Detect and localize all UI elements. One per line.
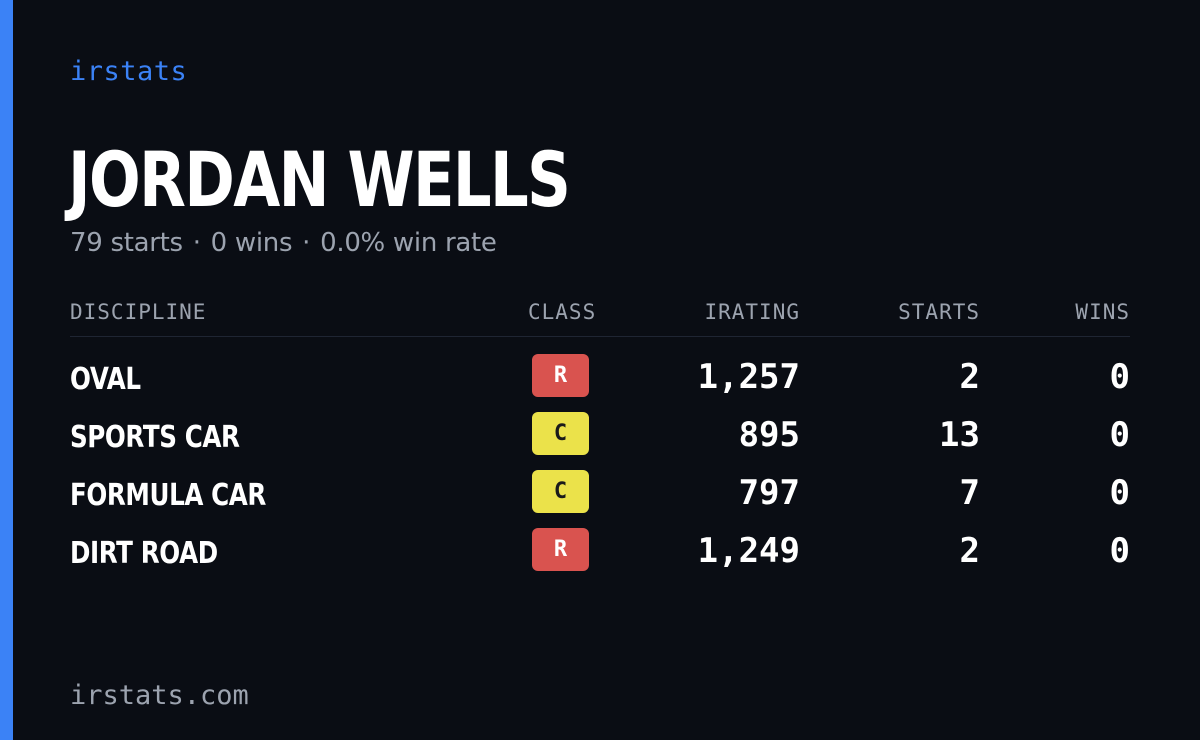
footer-url: irstats.com: [70, 680, 249, 711]
header-discipline: DISCIPLINE: [70, 300, 207, 324]
class-badge: R: [532, 354, 589, 397]
header-class: CLASS: [528, 300, 597, 324]
irating-value: 895: [738, 415, 800, 455]
driver-summary: 79 starts · 0 wins · 0.0% win rate: [70, 228, 497, 258]
header-irating: IRATING: [704, 300, 800, 324]
wins-value: 0: [1109, 415, 1130, 455]
summary-starts: 79 starts: [70, 228, 183, 258]
class-badge: C: [532, 412, 589, 455]
driver-name: JORDAN WELLS: [68, 135, 571, 224]
table-header: DISCIPLINE CLASS IRATING STARTS WINS: [70, 300, 1130, 337]
table-row: DIRT ROAD R 1,249 2 0: [70, 528, 1130, 578]
summary-wins: 0 wins: [210, 228, 293, 258]
summary-separator: ·: [192, 228, 201, 258]
wins-value: 0: [1109, 531, 1130, 571]
header-wins: WINS: [1075, 300, 1130, 324]
wins-value: 0: [1109, 357, 1130, 397]
irating-value: 797: [738, 473, 800, 513]
table-row: FORMULA CAR C 797 7 0: [70, 470, 1130, 520]
irating-value: 1,257: [697, 357, 800, 397]
irating-value: 1,249: [697, 531, 800, 571]
header-starts: STARTS: [898, 300, 980, 324]
class-badge: R: [532, 528, 589, 571]
discipline-name: SPORTS CAR: [70, 420, 240, 455]
table-row: SPORTS CAR C 895 13 0: [70, 412, 1130, 462]
discipline-name: FORMULA CAR: [70, 478, 266, 513]
class-badge: C: [532, 470, 589, 513]
starts-value: 13: [939, 415, 980, 455]
summary-separator: ·: [302, 228, 311, 258]
accent-bar: [0, 0, 13, 740]
starts-value: 2: [959, 531, 980, 571]
summary-win-rate: 0.0% win rate: [320, 228, 497, 258]
starts-value: 7: [959, 473, 980, 513]
discipline-name: DIRT ROAD: [70, 536, 218, 571]
table-row: OVAL R 1,257 2 0: [70, 354, 1130, 404]
starts-value: 2: [959, 357, 980, 397]
wins-value: 0: [1109, 473, 1130, 513]
brand-logo: irstats: [70, 56, 188, 87]
discipline-name: OVAL: [70, 362, 141, 397]
